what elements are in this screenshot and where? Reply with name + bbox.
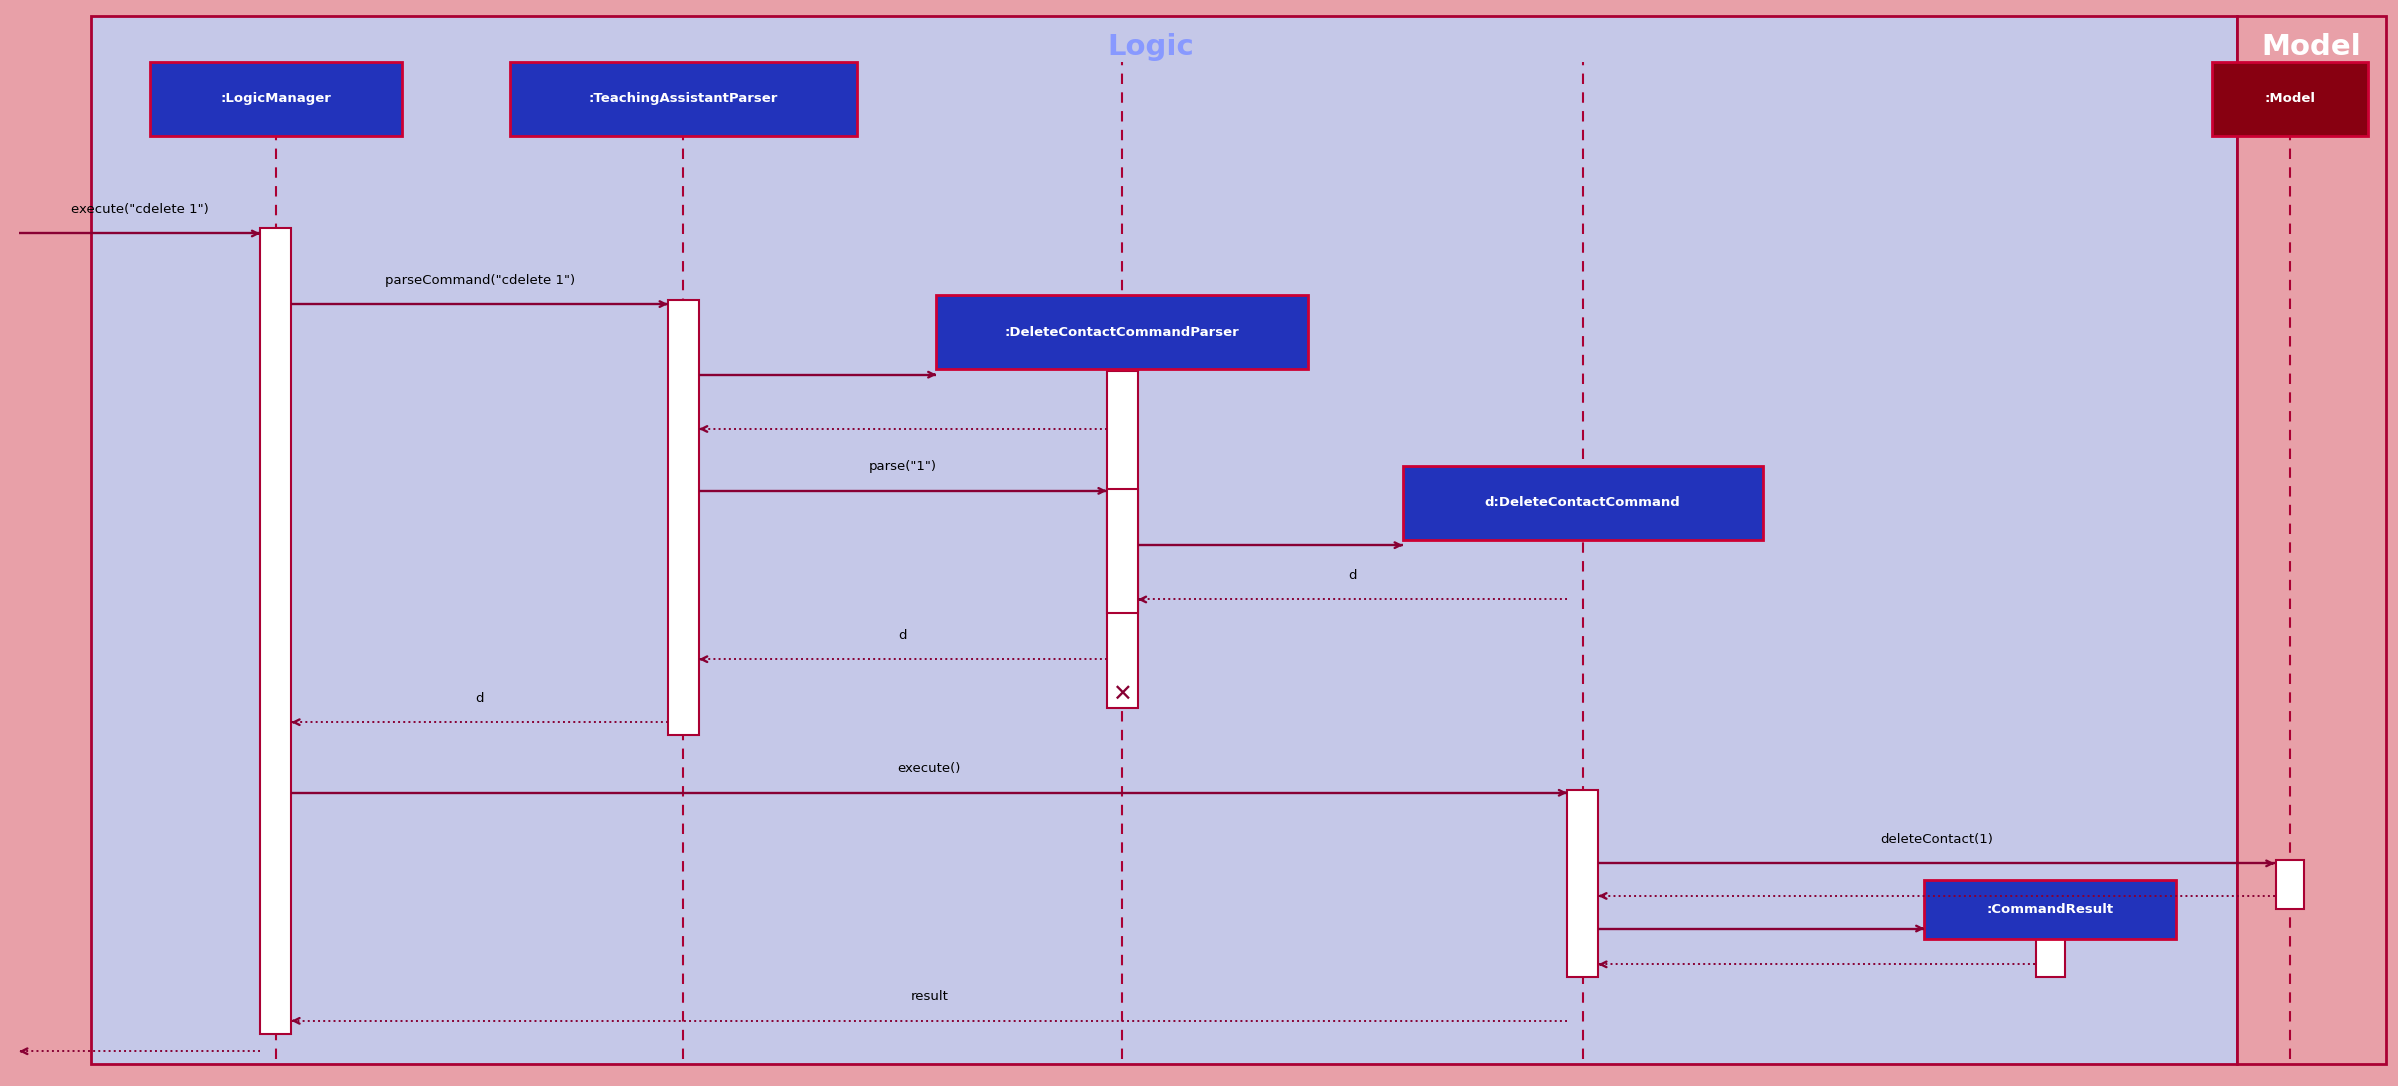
Text: :Model: :Model bbox=[2264, 92, 2316, 105]
Text: :TeachingAssistantParser: :TeachingAssistantParser bbox=[590, 92, 777, 105]
FancyBboxPatch shape bbox=[2036, 925, 2065, 977]
Text: Logic: Logic bbox=[1108, 33, 1194, 61]
Text: d: d bbox=[899, 629, 906, 642]
Text: execute(): execute() bbox=[897, 762, 962, 775]
FancyBboxPatch shape bbox=[259, 228, 290, 1034]
Text: parse("1"): parse("1") bbox=[868, 460, 938, 473]
FancyBboxPatch shape bbox=[149, 62, 400, 136]
Text: d: d bbox=[475, 692, 484, 705]
Text: parseCommand("cdelete 1"): parseCommand("cdelete 1") bbox=[384, 274, 576, 287]
Text: Model: Model bbox=[2261, 33, 2362, 61]
Text: d: d bbox=[1348, 569, 1357, 582]
FancyBboxPatch shape bbox=[508, 62, 856, 136]
FancyBboxPatch shape bbox=[1566, 790, 1597, 977]
Text: d:DeleteContactCommand: d:DeleteContactCommand bbox=[1484, 496, 1681, 509]
Text: execute("cdelete 1"): execute("cdelete 1") bbox=[72, 203, 209, 216]
Text: result: result bbox=[911, 990, 947, 1003]
FancyBboxPatch shape bbox=[2211, 62, 2367, 136]
Text: deleteContact(1): deleteContact(1) bbox=[1880, 833, 1993, 846]
FancyBboxPatch shape bbox=[1403, 466, 1763, 540]
FancyBboxPatch shape bbox=[2237, 16, 2386, 1064]
Text: :CommandResult: :CommandResult bbox=[1986, 904, 2115, 915]
FancyBboxPatch shape bbox=[667, 300, 698, 735]
FancyBboxPatch shape bbox=[2276, 860, 2304, 909]
FancyBboxPatch shape bbox=[91, 16, 2237, 1064]
FancyBboxPatch shape bbox=[1105, 489, 1137, 613]
Text: :DeleteContactCommandParser: :DeleteContactCommandParser bbox=[1005, 326, 1240, 339]
FancyBboxPatch shape bbox=[1105, 371, 1137, 708]
FancyBboxPatch shape bbox=[935, 295, 1307, 369]
FancyBboxPatch shape bbox=[1923, 880, 2175, 939]
Text: ✕: ✕ bbox=[1113, 683, 1132, 707]
Text: :LogicManager: :LogicManager bbox=[221, 92, 331, 105]
